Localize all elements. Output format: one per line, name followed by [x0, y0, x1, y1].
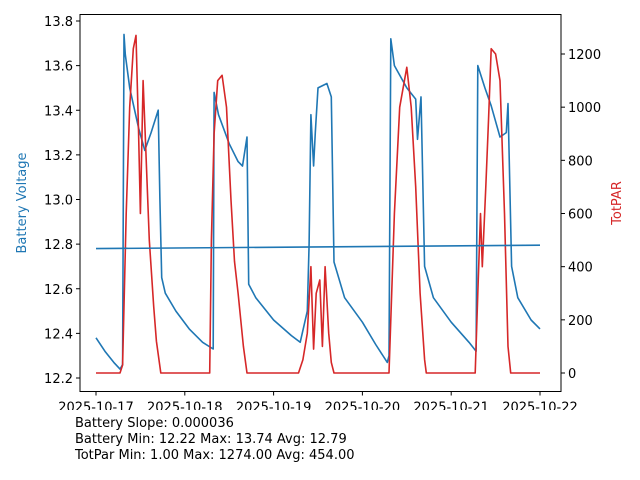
- x-tick-label: 2025-10-17: [58, 401, 134, 411]
- right-y-tick-label: 800: [568, 154, 593, 169]
- left-y-tick-label: 13.4: [44, 104, 73, 119]
- x-tick-label: 2025-10-19: [236, 401, 312, 411]
- left-y-tick-label: 13.0: [44, 194, 73, 209]
- left-y-tick-label: 13.8: [44, 15, 73, 30]
- right-y-tick-label: 1200: [568, 48, 601, 63]
- battery-slope-text: Battery Slope: 0.000036: [75, 416, 234, 431]
- series-line-battery-voltage: [95, 33, 541, 370]
- totpar-stats-text: TotPar Min: 1.00 Max: 1274.00 Avg: 454.0…: [75, 448, 355, 463]
- dual-axis-line-chart: 2025-10-17 2025-10-18 2025-10-19 2025-10-20…: [15, 14, 625, 411]
- left-y-tick-label: 12.4: [44, 327, 73, 342]
- x-tick-label: 2025-10-18: [147, 401, 223, 411]
- left-y-tick-label: 12.2: [44, 372, 73, 387]
- x-tick-label: 2025-10-21: [413, 401, 489, 411]
- right-y-tick-label: 0: [568, 367, 576, 382]
- left-axis-label: Battery Voltage: [15, 152, 30, 253]
- plot-frame: [79, 14, 562, 392]
- series-line-totpar: [96, 34, 540, 374]
- left-y-tick-label: 12.6: [44, 283, 73, 298]
- battery-stats-text: Battery Min: 12.22 Max: 13.74 Avg: 12.79: [75, 432, 347, 447]
- right-y-tick-label: 200: [568, 314, 593, 329]
- left-y-tick-label: 13.6: [44, 60, 73, 75]
- series-line-battery-trend: [95, 244, 541, 250]
- right-axis-label: TotPAR: [610, 181, 625, 226]
- stats-block: Battery Slope: 0.000036 Battery Min: 12.…: [75, 416, 355, 464]
- left-y-tick-label: 12.8: [44, 238, 73, 253]
- right-y-tick-label: 1000: [568, 101, 601, 116]
- x-tick-label: 2025-10-22: [502, 401, 578, 411]
- right-y-tick-label: 600: [568, 208, 593, 223]
- x-tick-label: 2025-10-20: [325, 401, 401, 411]
- left-y-tick-label: 13.2: [44, 149, 73, 164]
- right-y-tick-label: 400: [568, 261, 593, 276]
